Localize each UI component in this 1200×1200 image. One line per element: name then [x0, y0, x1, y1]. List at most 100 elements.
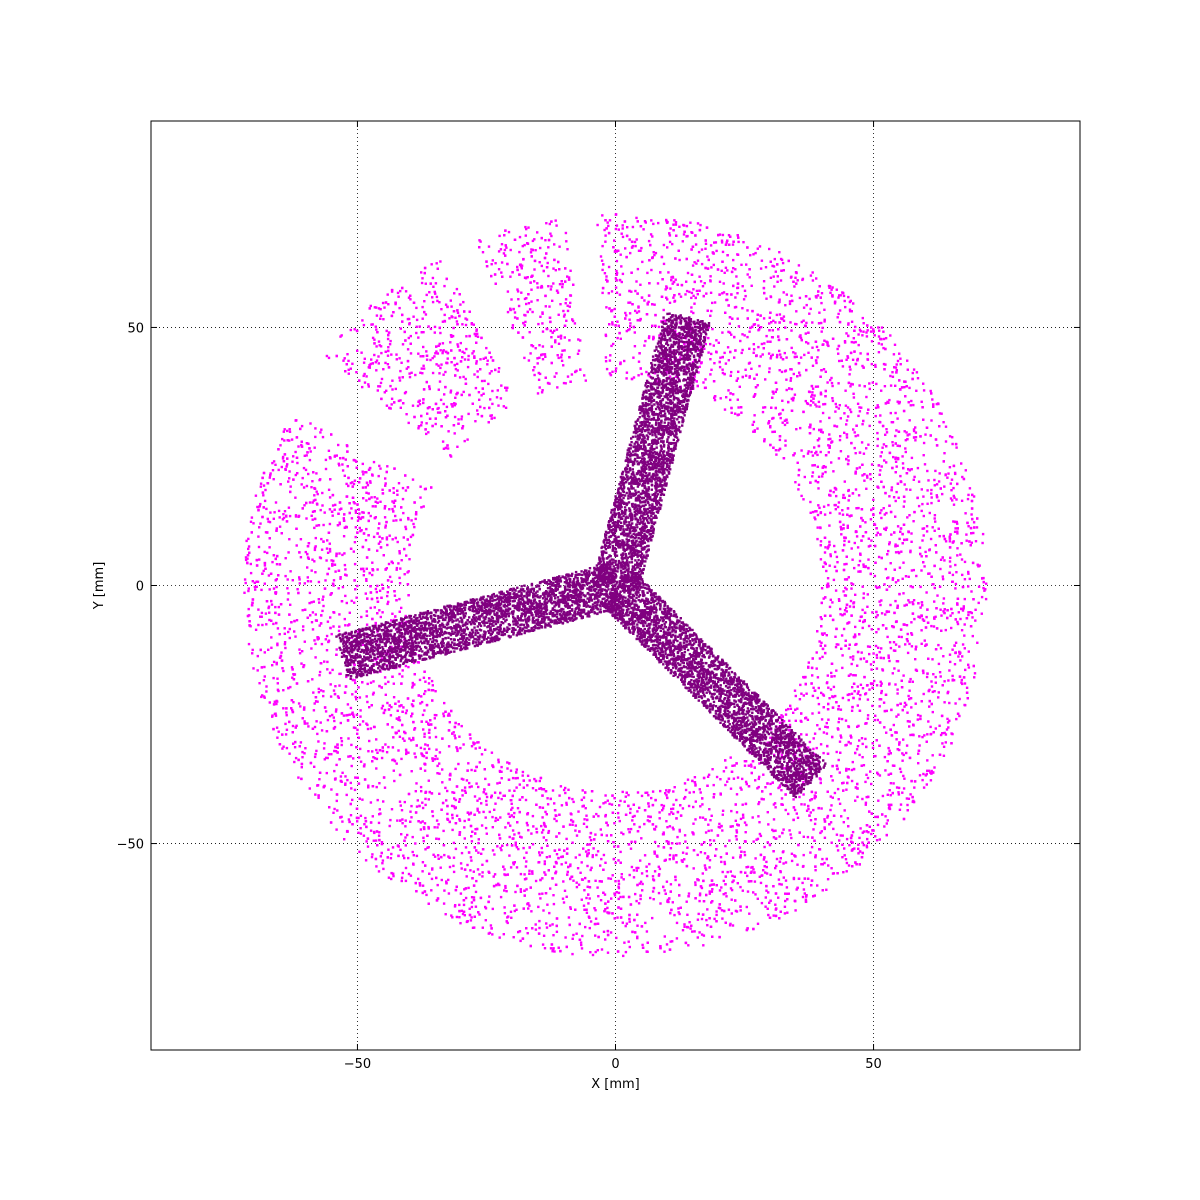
scatter-point	[879, 511, 882, 515]
scatter-point	[678, 830, 681, 833]
scatter-point	[478, 398, 481, 401]
scatter-point	[394, 514, 397, 518]
scatter-point	[853, 690, 856, 693]
scatter-point	[922, 772, 925, 776]
scatter-point	[621, 227, 624, 230]
scatter-point	[468, 907, 471, 910]
scatter-point	[288, 470, 291, 473]
scatter-point	[831, 796, 834, 799]
scatter-point	[420, 790, 423, 793]
scatter-point	[817, 487, 820, 490]
scatter-point	[594, 833, 597, 836]
scatter-point	[875, 586, 879, 590]
scatter-point	[718, 822, 721, 826]
scatter-point	[845, 610, 848, 613]
scatter-point	[802, 455, 805, 458]
scatter-point	[874, 644, 878, 648]
scatter-point	[826, 547, 829, 550]
scatter-point	[354, 509, 357, 512]
scatter-point	[816, 526, 819, 529]
scatter-point	[481, 926, 484, 929]
scatter-point	[837, 720, 840, 724]
scatter-point	[345, 714, 348, 717]
scatter-point	[474, 747, 477, 750]
scatter-point	[421, 277, 424, 280]
scatter-point	[545, 922, 548, 925]
scatter-point	[351, 693, 354, 696]
scatter-point	[956, 622, 960, 626]
scatter-point	[956, 532, 959, 535]
scatter-point	[359, 832, 363, 835]
scatter-point	[293, 630, 296, 633]
scatter-point	[449, 391, 452, 394]
scatter-point	[941, 577, 945, 581]
scatter-point	[451, 816, 454, 820]
scatter-point	[723, 351, 726, 355]
scatter-point	[449, 299, 452, 302]
scatter-point	[349, 367, 352, 370]
scatter-point	[845, 436, 849, 439]
scatter-point	[369, 606, 372, 610]
scatter-point	[759, 267, 763, 270]
scatter-point	[866, 358, 869, 361]
scatter-point	[428, 291, 431, 294]
scatter-point	[649, 896, 652, 900]
scatter-point	[382, 368, 385, 371]
scatter-point	[476, 807, 479, 810]
scatter-point	[752, 253, 755, 256]
scatter-point	[297, 776, 300, 779]
scatter-point	[747, 764, 750, 767]
scatter-point	[966, 497, 970, 501]
scatter-point	[371, 750, 374, 753]
scatter-point	[775, 313, 779, 317]
scatter-point	[850, 768, 854, 772]
scatter-point	[895, 429, 898, 432]
scatter-point	[318, 778, 321, 781]
scatter-point	[713, 301, 717, 304]
scatter-point	[461, 323, 464, 326]
scatter-point	[603, 893, 607, 896]
scatter-point	[693, 776, 697, 779]
scatter-point	[541, 806, 545, 809]
scatter-point	[417, 352, 420, 355]
scatter-point	[748, 330, 751, 333]
scatter-point	[857, 690, 860, 693]
scatter-point	[904, 447, 907, 450]
scatter-point	[624, 924, 627, 928]
scatter-point	[534, 789, 538, 792]
scatter-point	[404, 731, 407, 735]
scatter-point	[703, 282, 706, 285]
scatter-point	[529, 352, 532, 355]
scatter-point	[252, 667, 255, 670]
scatter-point	[329, 683, 332, 686]
scatter-point	[899, 803, 903, 806]
scatter-point	[972, 521, 976, 524]
scatter-point	[868, 382, 871, 385]
scatter-point	[821, 431, 824, 434]
scatter-point	[442, 349, 445, 352]
scatter-point	[258, 682, 261, 685]
scatter-point	[737, 370, 740, 373]
scatter-point	[680, 859, 683, 862]
scatter-point	[414, 842, 417, 845]
scatter-point	[394, 732, 398, 735]
scatter-point	[288, 627, 291, 631]
scatter-point	[553, 817, 556, 821]
scatter-point	[628, 917, 631, 921]
scatter-point	[775, 864, 778, 868]
scatter-point	[896, 359, 900, 363]
scatter-point	[350, 764, 353, 768]
scatter-point	[597, 895, 600, 898]
scatter-point	[401, 871, 404, 875]
scatter-point	[857, 852, 860, 855]
scatter-point	[637, 305, 640, 308]
scatter-point	[531, 239, 535, 243]
scatter-point	[781, 408, 785, 412]
scatter-point	[648, 862, 651, 866]
scatter-point	[950, 489, 953, 492]
scatter-point	[468, 785, 471, 789]
scatter-point	[879, 680, 882, 683]
scatter-point	[488, 810, 491, 814]
scatter-point	[910, 706, 913, 709]
scatter-point	[662, 807, 665, 810]
